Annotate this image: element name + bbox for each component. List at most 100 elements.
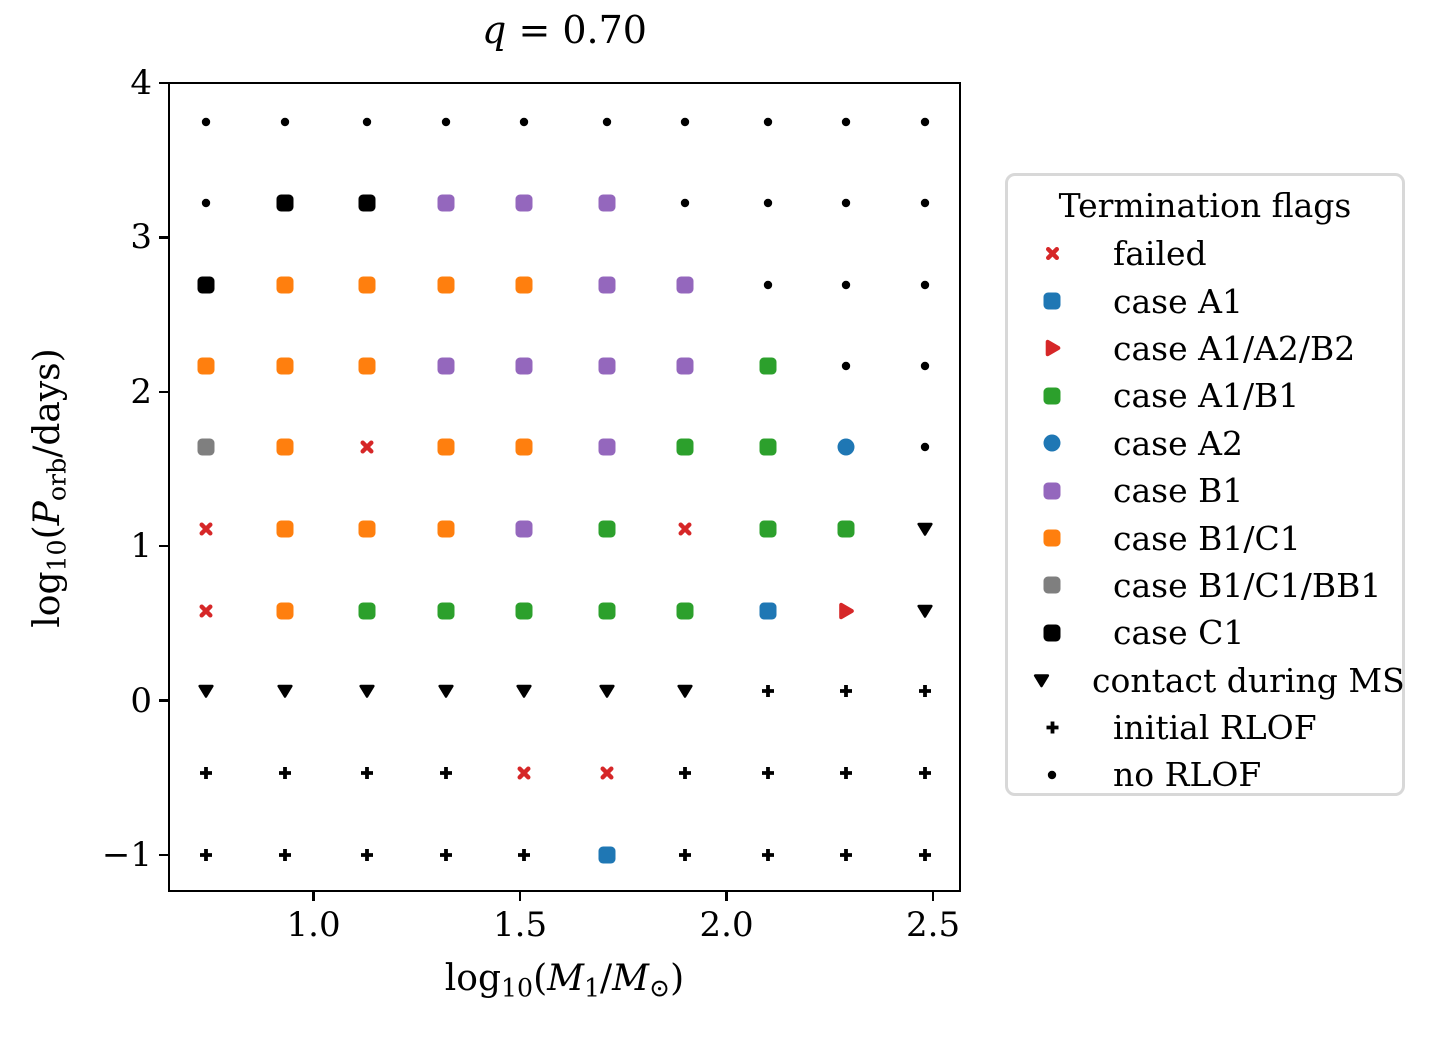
point-initRLOF bbox=[278, 848, 291, 861]
point-noRLOF bbox=[519, 117, 529, 127]
point-B1 bbox=[437, 194, 455, 212]
point-noRLOF bbox=[680, 117, 690, 127]
point-B1C1 bbox=[276, 602, 294, 620]
point-failed bbox=[517, 766, 532, 781]
x-tick-mark bbox=[725, 892, 728, 901]
point-A1B1 bbox=[759, 520, 777, 538]
legend-entry-A1B1: case A1/B1 bbox=[1008, 372, 1402, 419]
point-noRLOF bbox=[763, 198, 773, 208]
point-noRLOF bbox=[841, 117, 851, 127]
point-B1 bbox=[515, 520, 533, 538]
point-noRLOF bbox=[362, 117, 372, 127]
point-A1B1 bbox=[437, 602, 455, 620]
label-segment: M bbox=[547, 958, 584, 999]
point-noRLOF bbox=[441, 117, 451, 127]
label-segment: 10 bbox=[501, 973, 534, 1003]
legend-entry-contactMS: contact during MS bbox=[1008, 657, 1405, 704]
legend-entry-label: no RLOF bbox=[1113, 755, 1262, 795]
legend-entries: failed case A1 case A1/A2/B2 case A1/B1 case… bbox=[1008, 230, 1405, 799]
y-tick-label: 2 bbox=[130, 371, 152, 412]
point-B1 bbox=[676, 276, 694, 294]
legend-entry-initRLOF: initial RLOF bbox=[1008, 704, 1402, 751]
point-B1 bbox=[598, 357, 616, 375]
y-tick-label: −1 bbox=[101, 834, 152, 875]
failed-marker-icon bbox=[1033, 246, 1071, 261]
y-tick-label: 1 bbox=[130, 526, 152, 567]
point-A1B1 bbox=[676, 438, 694, 456]
x-tick-mark bbox=[931, 892, 935, 901]
point-B1C1 bbox=[358, 357, 376, 375]
point-contactMS bbox=[677, 684, 694, 699]
point-B1C1BB1 bbox=[197, 438, 215, 456]
point-B1C1 bbox=[437, 520, 455, 538]
y-tick-mark bbox=[159, 699, 169, 702]
point-A1 bbox=[598, 846, 616, 864]
point-contactMS bbox=[598, 684, 615, 699]
point-initRLOF bbox=[918, 685, 931, 698]
point-B1C1 bbox=[515, 438, 533, 456]
point-initRLOF bbox=[918, 767, 931, 780]
y-tick-label: 3 bbox=[130, 217, 152, 258]
point-noRLOF bbox=[602, 117, 612, 127]
legend-entry-A2: case A2 bbox=[1008, 420, 1402, 467]
point-noRLOF bbox=[920, 198, 930, 208]
legend-entry-label: case A2 bbox=[1113, 423, 1243, 463]
A1-marker-icon bbox=[1033, 292, 1071, 310]
point-B1C1 bbox=[197, 357, 215, 375]
x-tick-label: 1.5 bbox=[493, 905, 548, 945]
point-B1C1 bbox=[358, 520, 376, 538]
y-tick-mark bbox=[159, 81, 169, 85]
label-segment: /days) bbox=[27, 348, 68, 458]
B1C1BB1-marker-icon bbox=[1033, 576, 1071, 594]
point-B1C1 bbox=[276, 357, 294, 375]
point-A1B1 bbox=[598, 520, 616, 538]
point-initRLOF bbox=[840, 685, 853, 698]
y-tick-label: 0 bbox=[130, 680, 152, 721]
y-tick-mark bbox=[159, 544, 169, 548]
point-contactMS bbox=[437, 684, 454, 699]
point-initRLOF bbox=[679, 767, 692, 780]
point-initRLOF bbox=[761, 767, 774, 780]
point-initRLOF bbox=[918, 848, 931, 861]
point-contactMS bbox=[916, 604, 933, 619]
B1C1-marker-icon bbox=[1033, 529, 1071, 547]
point-B1 bbox=[515, 194, 533, 212]
B1-marker-icon bbox=[1033, 482, 1071, 500]
point-A1B1 bbox=[676, 602, 694, 620]
point-contactMS bbox=[198, 684, 215, 699]
x-tick-label: 1.0 bbox=[286, 905, 341, 945]
legend-entry-failed: failed bbox=[1008, 230, 1402, 277]
point-contactMS bbox=[276, 684, 293, 699]
initRLOF-marker-icon bbox=[1033, 721, 1071, 734]
legend-title: Termination flags bbox=[1058, 186, 1352, 225]
legend-entry-A1: case A1 bbox=[1008, 277, 1402, 324]
label-segment: 10 bbox=[42, 539, 72, 572]
legend-entry-label: case A1/B1 bbox=[1113, 376, 1300, 416]
point-failed bbox=[599, 766, 614, 781]
point-initRLOF bbox=[679, 848, 692, 861]
legend-entry-label: failed bbox=[1113, 234, 1207, 274]
point-noRLOF bbox=[920, 280, 930, 290]
point-noRLOF bbox=[280, 117, 290, 127]
point-noRLOF bbox=[841, 361, 851, 371]
A1A2B2-marker-icon bbox=[1033, 339, 1071, 357]
label-segment: / bbox=[600, 958, 613, 999]
point-initRLOF bbox=[200, 767, 213, 780]
label-segment: 1 bbox=[584, 973, 601, 1003]
point-B1 bbox=[598, 276, 616, 294]
legend-entry-label: case B1/C1/BB1 bbox=[1113, 565, 1382, 605]
legend-entry-B1: case B1 bbox=[1008, 467, 1402, 514]
point-initRLOF bbox=[840, 848, 853, 861]
point-B1C1 bbox=[437, 438, 455, 456]
point-noRLOF bbox=[841, 280, 851, 290]
point-C1 bbox=[197, 276, 215, 294]
point-noRLOF bbox=[763, 117, 773, 127]
point-C1 bbox=[276, 194, 294, 212]
point-noRLOF bbox=[841, 198, 851, 208]
y-tick-mark bbox=[159, 390, 169, 394]
legend-entry-B1C1BB1: case B1/C1/BB1 bbox=[1008, 562, 1402, 609]
plot-frame bbox=[168, 82, 961, 892]
point-noRLOF bbox=[763, 280, 773, 290]
x-tick-mark bbox=[312, 892, 315, 901]
